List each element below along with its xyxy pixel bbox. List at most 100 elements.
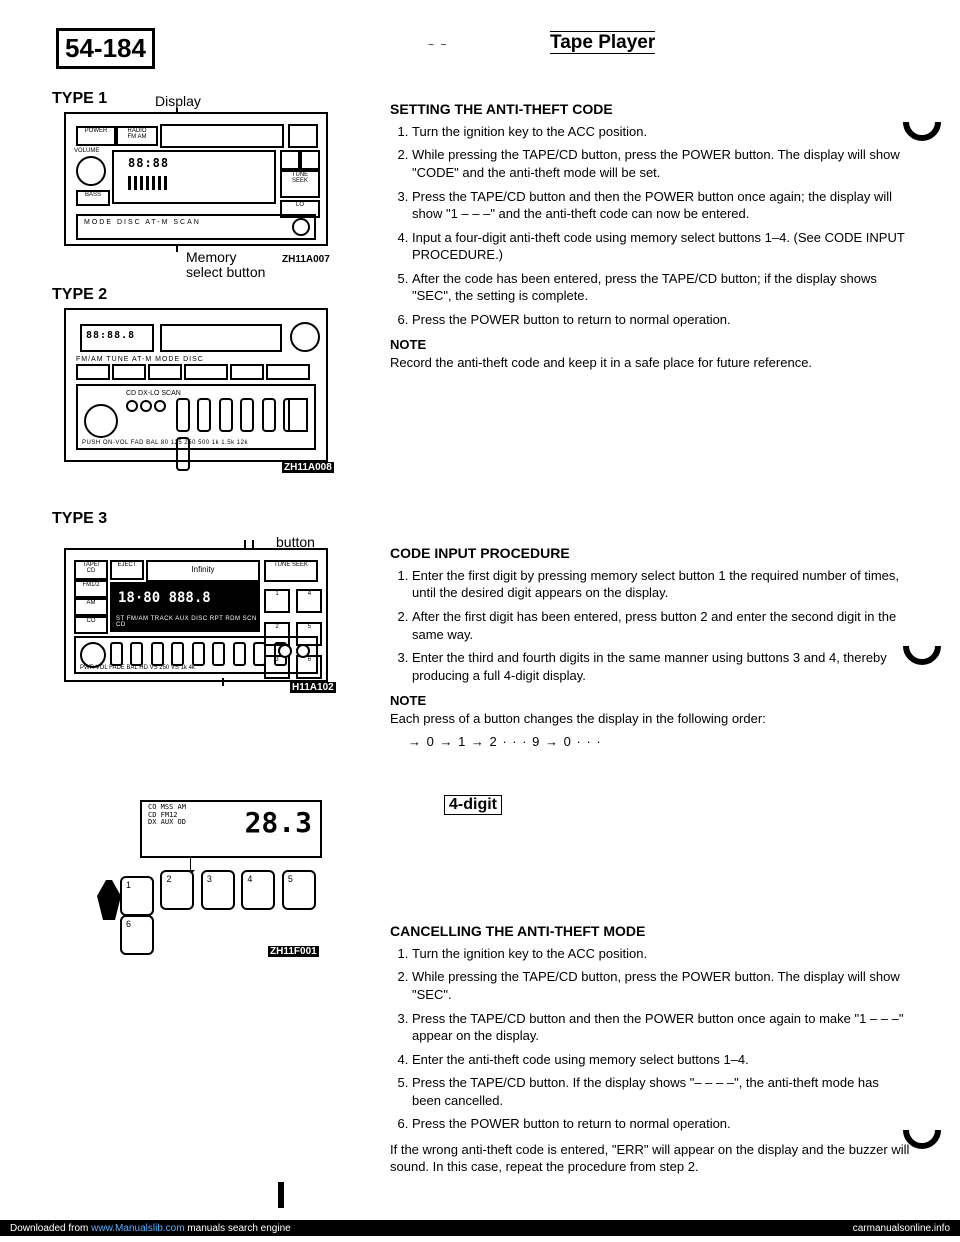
list-item: While pressing the TAPE/CD button, press… — [412, 968, 910, 1003]
list-item: Press the TAPE/CD button. If the display… — [412, 1074, 910, 1109]
list-item: Turn the ignition key to the ACC positio… — [412, 123, 910, 141]
small-button[interactable] — [184, 364, 228, 380]
tape-cd-button[interactable]: TAPE/CD — [74, 560, 108, 580]
list-item: After the first digit has been entered, … — [412, 608, 910, 643]
aux-button[interactable] — [288, 124, 318, 148]
radio-band-button[interactable]: RADIO FM AM — [116, 126, 158, 146]
lcd-display: 88:88 — [112, 150, 276, 204]
section-title: Tape Player — [550, 32, 655, 54]
sequence-line: → 0 → 1 → 2 · · · 9 → 0 · · · — [408, 733, 910, 751]
four-digit-box: 4-digit — [440, 795, 506, 815]
eq-freq-labels: PUSH ON-VOL FAD BAL 80 125 250 500 1k 1.… — [82, 440, 248, 446]
type2-label: TYPE 2 — [52, 286, 107, 304]
tune-button[interactable]: TUNESEEK — [280, 170, 320, 198]
page-number: 54-184 — [56, 28, 155, 69]
footer-link[interactable]: www.Manualslib.com — [91, 1223, 184, 1234]
radio-unit-3: TAPE/CD EJECT Infinity TUNE SEEK FM1/2 A… — [64, 548, 328, 682]
list-item: Enter the anti-theft code using memory s… — [412, 1051, 910, 1069]
code-entry-figure: CO MSS AM CD FM12 DX AUX OD 28.3 — [100, 800, 320, 940]
cassette-slot — [160, 124, 284, 148]
preset-button[interactable] — [280, 150, 300, 170]
code-display: CO MSS AM CD FM12 DX AUX OD 28.3 — [140, 800, 322, 858]
preset-button[interactable] — [300, 150, 320, 170]
display-callout: Display — [155, 93, 201, 109]
eject-button[interactable]: EJECT — [110, 560, 144, 580]
type3-label: TYPE 3 — [52, 510, 107, 528]
button-row — [76, 364, 316, 378]
small-knob[interactable] — [278, 644, 292, 658]
lcd-display: 88:88.8 — [80, 324, 154, 352]
memory-button-5[interactable] — [282, 870, 316, 910]
figure-id: ZH11F001 — [268, 946, 319, 957]
note-body: Each press of a button changes the displ… — [390, 711, 766, 726]
section-title-text: Tape Player — [550, 31, 655, 54]
tune-seek-button[interactable]: TUNE SEEK — [264, 560, 318, 582]
cancel-steps: Turn the ignition key to the ACC positio… — [390, 945, 910, 1133]
note-body: Record the anti-theft code and keep it i… — [390, 355, 812, 370]
list-item: Enter the third and fourth digits in the… — [412, 649, 910, 684]
button-row-text: MODE DISC AT-M SCAN — [84, 219, 201, 226]
row1-labels: FM/AM TUNE AT-M MODE DISC — [76, 356, 204, 363]
volume-knob[interactable] — [76, 156, 106, 186]
memory-callout: Memory select button — [186, 250, 265, 279]
lcd-sub: ST FM/AM TRACK AUX DISC RPT RDM SCN CD — [116, 616, 258, 628]
cassette-slot — [160, 324, 282, 352]
prog-knob[interactable] — [290, 322, 320, 352]
type1-label: TYPE 1 — [52, 90, 107, 108]
radio-unit-2: 88:88.8 FM/AM TUNE AT-M MODE DISC CD DX-… — [64, 308, 328, 462]
memory-button-4[interactable] — [241, 870, 275, 910]
volume-label: VOLUME — [74, 148, 99, 154]
memory-button-2[interactable] — [160, 870, 194, 910]
header-decor: ~ ~ — [428, 40, 448, 51]
scan-artifact — [278, 1182, 284, 1208]
led-icon — [154, 400, 166, 412]
am-button[interactable]: AM — [74, 598, 108, 616]
small-button[interactable] — [266, 364, 310, 380]
button-row: MODE DISC AT-M SCAN — [76, 214, 316, 240]
eq-labels: PWR VOL FADE BAL HD VS 250 VS 1k 4k — [80, 665, 195, 671]
small-button[interactable] — [76, 364, 110, 380]
eq-title: CD DX-LO SCAN — [126, 390, 181, 397]
power-button[interactable]: POWER — [76, 126, 116, 146]
small-knob[interactable] — [296, 644, 310, 658]
volume-knob[interactable] — [84, 404, 118, 438]
eq-bars-icon — [128, 176, 170, 195]
list-item: Press the TAPE/CD button and then the PO… — [412, 1010, 910, 1045]
memory-button-1[interactable] — [120, 876, 154, 916]
figure-id: H11A102 — [290, 682, 336, 693]
figure-id: ZH11A007 — [282, 254, 330, 265]
note-label: NOTE — [390, 693, 426, 708]
small-button[interactable] — [112, 364, 146, 380]
bass-button[interactable]: BASS — [76, 190, 110, 206]
fm-button[interactable]: FM1/2 — [74, 580, 108, 598]
brand-plate: Infinity — [146, 560, 260, 582]
co-button[interactable]: CO — [74, 616, 108, 634]
lcd-readout: 18·80 888.8 — [118, 590, 211, 606]
eq-row: PWR VOL FADE BAL HD VS 250 VS 1k 4k — [74, 636, 318, 674]
memory-button-6[interactable] — [120, 915, 154, 955]
list-item: Turn the ignition key to the ACC positio… — [412, 945, 910, 963]
code-display-flags: CO MSS AM CD FM12 DX AUX OD — [148, 804, 186, 827]
list-item: Enter the first digit by pressing memory… — [412, 567, 910, 602]
note-label: NOTE — [390, 337, 426, 352]
heading-code: CODE INPUT PROCEDURE — [390, 544, 910, 563]
four-digit-text: 4-digit — [444, 795, 502, 815]
text-cancel: CANCELLING THE ANTI-THEFT MODE Turn the … — [390, 912, 910, 1180]
list-item: Press the TAPE/CD button and then the PO… — [412, 188, 910, 223]
list-item: Press the POWER button to return to norm… — [412, 311, 910, 329]
preset-button[interactable]: 4 — [296, 589, 322, 613]
small-button[interactable] — [148, 364, 182, 380]
footer-left: Downloaded from www.Manualslib.com manua… — [10, 1223, 291, 1234]
scan-knob[interactable] — [292, 218, 310, 236]
preset-button[interactable]: 1 — [264, 589, 290, 613]
code-steps: Enter the first digit by pressing memory… — [390, 567, 910, 684]
text-setting: SETTING THE ANTI-THEFT CODE Turn the ign… — [390, 90, 910, 375]
heading-setting: SETTING THE ANTI-THEFT CODE — [390, 100, 910, 119]
lcd-readout: 88:88.8 — [86, 330, 135, 341]
memory-button-3[interactable] — [201, 870, 235, 910]
figure-id: ZH11A008 — [282, 462, 334, 473]
small-button[interactable] — [230, 364, 264, 380]
list-item: While pressing the TAPE/CD button, press… — [412, 146, 910, 181]
aux-button[interactable] — [288, 398, 308, 432]
page-footer: Downloaded from www.Manualslib.com manua… — [0, 1220, 960, 1236]
